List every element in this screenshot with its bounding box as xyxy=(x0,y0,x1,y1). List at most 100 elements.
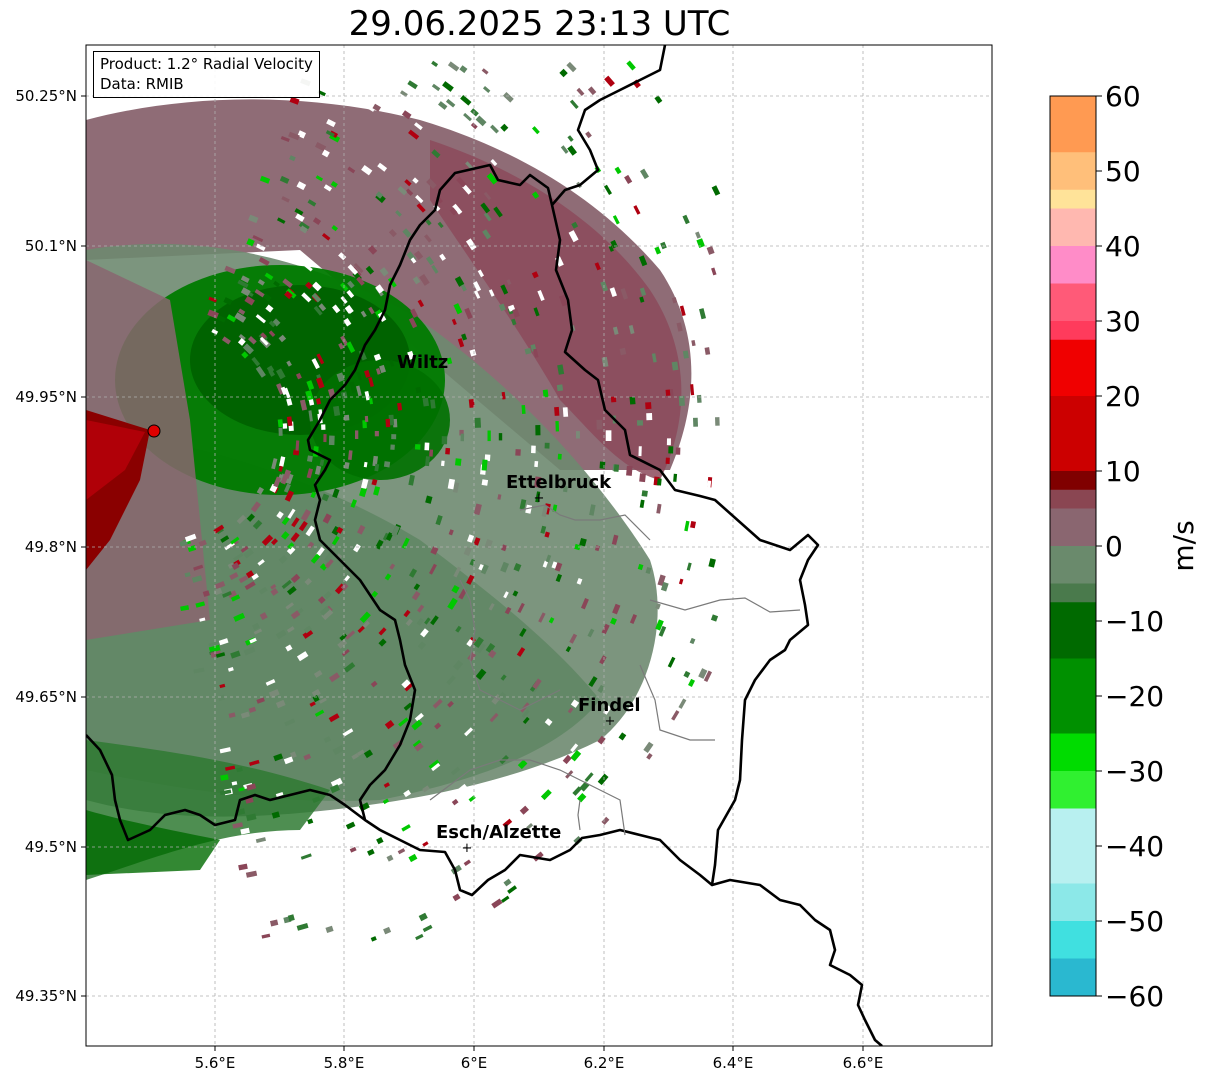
radar-gate xyxy=(408,129,420,140)
radar-gate xyxy=(219,789,232,796)
radar-gate xyxy=(233,612,246,622)
radar-gate xyxy=(562,754,572,765)
radar-gate xyxy=(525,504,533,514)
radar-gate xyxy=(238,575,249,584)
radar-gate xyxy=(311,292,322,303)
radar-gate xyxy=(403,789,412,798)
radar-gate xyxy=(241,351,249,359)
radar-gate xyxy=(286,398,293,406)
colorbar-band xyxy=(1050,733,1096,753)
radar-gate xyxy=(280,531,290,540)
radar-gate xyxy=(626,60,636,71)
colorbar-band xyxy=(1050,583,1096,603)
radar-gate xyxy=(449,207,458,216)
radar-gate xyxy=(500,123,509,132)
radar-gate xyxy=(249,637,257,644)
radar-gate xyxy=(221,336,231,345)
radar-gate xyxy=(288,131,300,141)
radar-gate xyxy=(230,594,241,602)
radar-gate xyxy=(426,178,437,189)
radar-gate xyxy=(353,263,364,274)
radar-gate xyxy=(451,798,459,806)
colorbar-band xyxy=(1050,714,1096,734)
radar-gate xyxy=(450,766,461,776)
radar-gate xyxy=(218,638,229,646)
radar-gate xyxy=(656,503,662,514)
radar-gate xyxy=(483,212,492,222)
radar-gate xyxy=(671,361,679,371)
radar-gate xyxy=(629,396,636,405)
radar-gate xyxy=(445,98,456,108)
radar-gate xyxy=(563,174,570,182)
radar-gate xyxy=(571,221,579,229)
radar-gate xyxy=(484,538,493,549)
radar-gate xyxy=(694,295,699,302)
colorbar-band xyxy=(1050,358,1096,378)
radar-gate xyxy=(202,590,210,597)
radar-gate xyxy=(237,338,246,346)
radar-gate xyxy=(473,537,481,546)
colorbar-band xyxy=(1050,546,1096,566)
radar-gate xyxy=(529,145,537,153)
radar-gate xyxy=(323,434,327,443)
radar-gate xyxy=(487,430,491,442)
radar-gate xyxy=(347,264,359,276)
radar-gate xyxy=(559,294,568,307)
radar-gate xyxy=(250,501,261,513)
radar-gate xyxy=(279,456,286,467)
radar-gate xyxy=(480,564,489,575)
radar-gate xyxy=(404,179,412,187)
radar-gate xyxy=(576,87,585,97)
radar-gate xyxy=(414,712,424,722)
radar-gate xyxy=(466,639,474,647)
radar-gate xyxy=(307,818,314,825)
radar-gate xyxy=(473,503,482,516)
radar-gate xyxy=(270,583,277,590)
colorbar-band xyxy=(1050,602,1096,622)
radar-gate xyxy=(455,625,462,633)
lat-tick-label: 49.8°N xyxy=(25,538,77,556)
radar-gate xyxy=(305,390,314,402)
radar-gate xyxy=(220,774,229,781)
radar-gate xyxy=(675,447,681,455)
radar-gate xyxy=(403,609,411,618)
colorbar-band xyxy=(1050,846,1096,866)
radar-gate xyxy=(214,580,226,590)
radar-gate xyxy=(540,525,547,534)
radar-gate xyxy=(286,416,293,427)
colorbar-band xyxy=(1050,977,1096,997)
radar-gate xyxy=(515,449,521,456)
radar-gate xyxy=(258,257,270,266)
radar-gate xyxy=(319,563,328,571)
colorbar-band xyxy=(1050,527,1096,547)
radar-gate xyxy=(516,647,526,657)
radar-gate xyxy=(240,287,251,297)
colorbar-band xyxy=(1050,564,1096,584)
lon-tick-label: 6.4°E xyxy=(713,1054,754,1072)
radar-gate xyxy=(219,747,231,754)
radar-gate xyxy=(232,822,244,829)
radar-gate xyxy=(314,709,325,717)
radar-gate xyxy=(213,524,225,534)
radar-gate xyxy=(480,202,491,214)
radar-gate xyxy=(256,486,264,495)
radar-gate xyxy=(285,602,294,610)
product-label: Product: 1.2° Radial Velocity xyxy=(100,55,313,73)
radar-gate xyxy=(319,459,325,466)
radar-gate xyxy=(271,538,278,546)
radar-gate xyxy=(542,389,549,398)
radar-gate xyxy=(228,712,236,718)
radar-gate xyxy=(682,350,689,359)
radar-gate xyxy=(363,749,374,759)
radar-gate xyxy=(654,246,662,255)
colorbar-ticks: 60 50 40 30 20 10 0 −10 −20 −30 −40 −50 −60 xyxy=(1096,80,1164,1013)
radar-gate xyxy=(476,801,486,811)
radar-gate xyxy=(612,215,620,225)
radar-gate xyxy=(321,424,326,430)
colorbar-band xyxy=(1050,958,1096,978)
radar-gate xyxy=(668,446,674,454)
radar-gate xyxy=(698,668,708,679)
radar-gate xyxy=(566,61,577,73)
radar-gate xyxy=(231,562,240,571)
